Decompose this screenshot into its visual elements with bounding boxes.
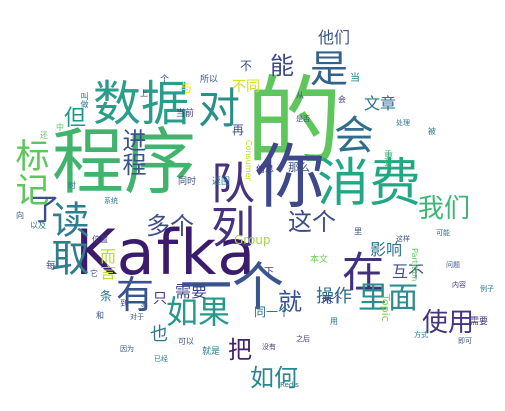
word-de: 的 [246, 66, 342, 178]
word-duo: 多 [140, 301, 148, 310]
word-you: 有 [116, 273, 155, 317]
word-zhong: 中 [56, 123, 64, 132]
word-xinxi: 信息 [256, 165, 275, 175]
word-tongyige: 同一个 [254, 305, 291, 319]
word-wenzhang: 文章 [364, 94, 397, 113]
word-jiaozuo: 叫做 [80, 92, 89, 108]
word-shiyong: 使用 [422, 308, 475, 338]
word-kafka: Kafka [75, 216, 258, 289]
word-eryan: 而言 [97, 248, 116, 280]
word-dui: 对 [198, 84, 241, 133]
word-shuju: 数据 [93, 76, 190, 132]
word-li: 里 [354, 227, 362, 236]
word-meiyou: 没有 [262, 343, 276, 351]
word-duqu: 读取 [45, 200, 89, 276]
word-yingxiang: 影响 [370, 240, 403, 259]
word-jincheng: 进程 [118, 128, 146, 176]
word-ta: 它 [90, 269, 98, 278]
word-yiji: 以及 [30, 221, 46, 230]
word-zhege: 这个 [288, 208, 336, 236]
word-fangshi: 方式 [414, 331, 428, 339]
word-jiu: 就 [278, 288, 302, 316]
word-zai: 在 [342, 248, 385, 297]
word-consumer: Consumer [244, 140, 253, 181]
word-tamen: 他们 [318, 28, 351, 47]
word-xitong: 系统 [104, 197, 118, 205]
word-tiao: 条 [100, 289, 113, 303]
word-shifou: 是否 [296, 115, 310, 123]
word-limian: 里面 [358, 281, 418, 316]
word-zhihou: 之后 [296, 335, 310, 343]
word-keyi: 可以 [178, 337, 194, 346]
word-topic: Topic [379, 294, 392, 322]
word-keneng: 可能 [436, 229, 450, 237]
word-cong: 从 [296, 91, 304, 100]
word-duoge: 多个 [146, 212, 194, 240]
word-hai: 还 [40, 131, 48, 140]
word-partition: Partition [410, 248, 419, 282]
word-chuli: 处理 [396, 119, 410, 127]
word-zhi: 只 [153, 291, 167, 307]
word-ba: 把 [228, 336, 252, 364]
word-yong: 用 [330, 317, 338, 326]
word-tongshi: 同时 [178, 177, 197, 187]
word-he: 和 [96, 311, 104, 320]
word-ruhe: 如何 [250, 364, 298, 392]
word-zai-small: 再 [232, 123, 245, 137]
word-shang: 上 [140, 89, 148, 98]
word-fanhui: 返回 [212, 177, 231, 187]
word-xiang: 向 [16, 211, 24, 220]
word-bei: 被 [428, 127, 436, 136]
word-dao: 到 [120, 299, 128, 308]
word-redis: Redis [280, 381, 299, 389]
word-biaoji: 标记 [9, 138, 49, 206]
word-dangqian: 当前 [176, 109, 195, 119]
word-weizhi: 位置 [92, 235, 108, 244]
word-xuyao: 需要 [175, 282, 208, 301]
word-zheyang: 这样 [396, 235, 410, 243]
word-yu: 与 [180, 81, 193, 95]
word-yige: 一个 [180, 258, 285, 318]
word-butong: 不同 [232, 79, 260, 95]
word-name: 那么 [288, 161, 310, 174]
word-jiushi: 就是 [202, 347, 221, 357]
word-ni: 你 [255, 136, 325, 218]
word-mei: 每 [46, 261, 56, 272]
word-xuyao-small: 需要 [470, 317, 489, 327]
word-benwen: 本文 [310, 255, 329, 265]
word-xiaofei: 消费 [317, 154, 422, 214]
word-ge: 个 [160, 75, 170, 85]
word-ye: 也 [150, 324, 168, 345]
word-ruguo: 如果 [166, 293, 231, 331]
word-group: Group [234, 233, 271, 247]
word-duiyu: 对于 [130, 313, 144, 321]
word-caozuo: 操作 [316, 286, 352, 307]
word-neirong: 内容 [452, 281, 466, 289]
word-dan: 但 [64, 106, 87, 131]
word-shi-time: 时 [68, 181, 76, 190]
word-hui-small: 会 [338, 95, 346, 104]
word-xia: 下 [264, 267, 274, 278]
word-suoyi: 所以 [200, 75, 219, 85]
word-wenti: 问题 [446, 261, 460, 269]
word-bu: 不 [240, 59, 253, 73]
word-jike: 即可 [458, 337, 472, 345]
word-liangge: 两个 [322, 295, 342, 306]
word-women: 我们 [418, 194, 471, 224]
word-dang: 当 [350, 73, 360, 84]
word-yinwei: 因为 [120, 345, 134, 353]
word-duilie: 队列 [203, 160, 254, 248]
word-shi: 是 [310, 47, 349, 91]
word-hubu: 互不 [392, 262, 425, 281]
word-yijing: 已经 [154, 355, 168, 363]
word-hui: 会 [334, 113, 374, 159]
word-neng: 能 [270, 52, 294, 80]
word-lizi: 例子 [480, 285, 494, 293]
word-chengxu: 程序 [52, 120, 197, 204]
word-le: 了 [30, 193, 60, 228]
word-chongfu: 重复 [382, 150, 392, 168]
